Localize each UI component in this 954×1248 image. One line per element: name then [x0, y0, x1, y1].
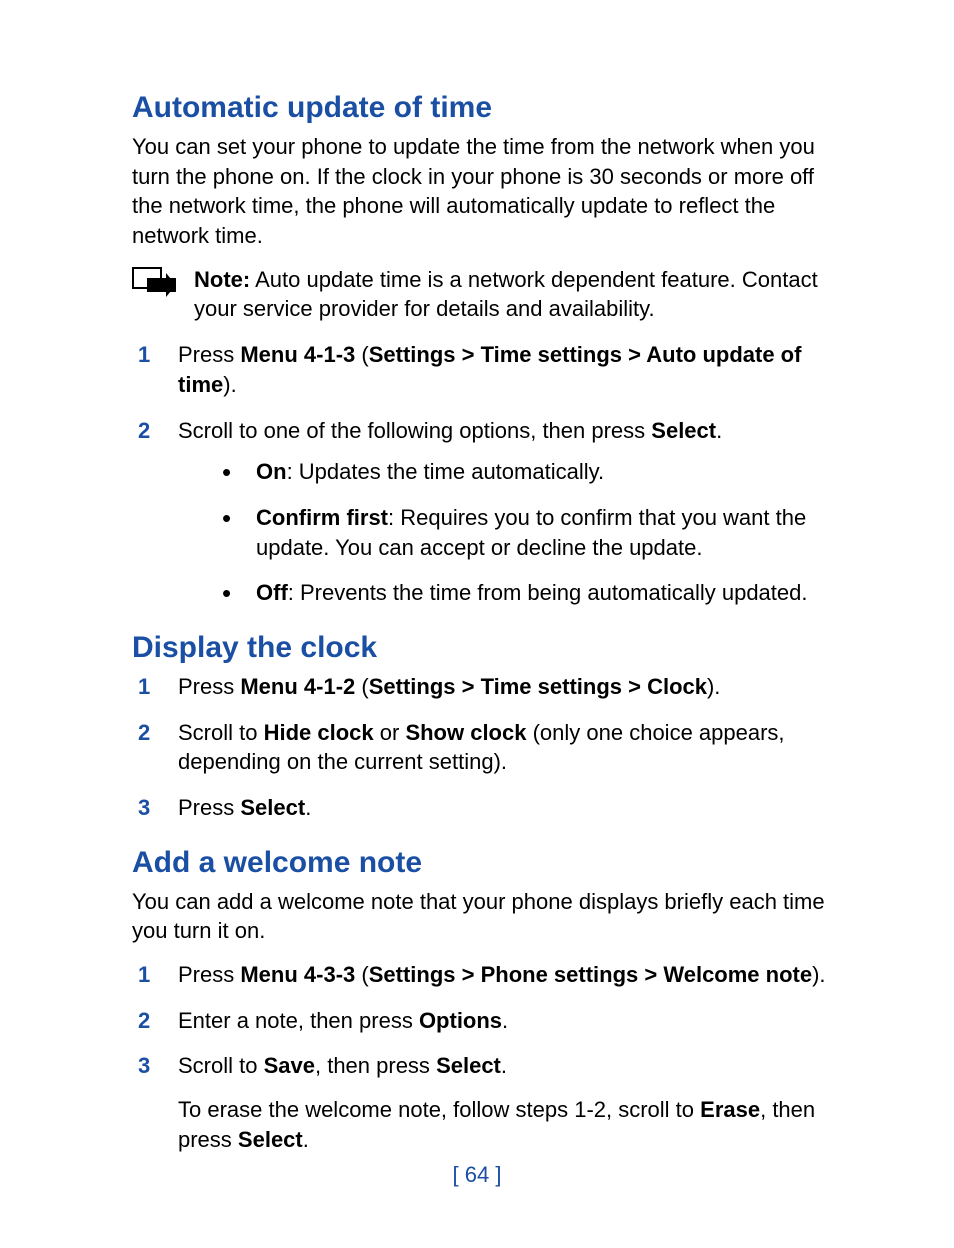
step-text: Scroll to [178, 720, 264, 745]
step-text: ( [355, 962, 368, 987]
note-block: Note: Auto update time is a network depe… [132, 265, 844, 324]
note-body: Auto update time is a network dependent … [194, 267, 818, 322]
step-bold: Show clock [405, 720, 526, 745]
step-number: 3 [138, 1051, 150, 1081]
step-text: ). [223, 372, 236, 397]
step-bold: Select [651, 418, 716, 443]
note-label: Note: [194, 267, 250, 292]
step-list: 1 Press Menu 4-3-3 (Settings > Phone set… [132, 960, 844, 1081]
step-text: Enter a note, then press [178, 1008, 419, 1033]
trail-bold: Erase [700, 1097, 760, 1122]
heading-display-clock: Display the clock [132, 630, 844, 666]
step-number: 3 [138, 793, 150, 823]
step-item: 2 Scroll to one of the following options… [132, 416, 844, 608]
trail-text: . [303, 1127, 309, 1152]
step-number: 1 [138, 960, 150, 990]
step-text: Press [178, 962, 240, 987]
step-item: 3 Scroll to Save, then press Select. [132, 1051, 844, 1081]
step-text: . [305, 795, 311, 820]
bullet-list: On: Updates the time automatically. Conf… [178, 457, 844, 608]
step-number: 1 [138, 340, 150, 370]
step-text: Scroll to one of the following options, … [178, 418, 651, 443]
trail-text: To erase the welcome note, follow steps … [178, 1097, 700, 1122]
step-bold: Menu 4-3-3 [240, 962, 355, 987]
step-text: ). [812, 962, 825, 987]
bullet-bold: Off [256, 580, 288, 605]
bullet-bold: Confirm first [256, 505, 388, 530]
step-text: Scroll to [178, 1053, 264, 1078]
step-text: . [501, 1053, 507, 1078]
heading-welcome-note: Add a welcome note [132, 845, 844, 881]
step-item: 2 Enter a note, then press Options. [132, 1006, 844, 1036]
step-text: Press [178, 795, 240, 820]
step-list: 1 Press Menu 4-1-3 (Settings > Time sett… [132, 340, 844, 608]
bullet-item: Off: Prevents the time from being automa… [222, 578, 844, 608]
step-number: 2 [138, 718, 150, 748]
step-bold: Settings > Time settings > Clock [369, 674, 707, 699]
bullet-text: : Updates the time automatically. [287, 459, 605, 484]
step-item: 2 Scroll to Hide clock or Show clock (on… [132, 718, 844, 777]
bullet-text: : Prevents the time from being automatic… [288, 580, 808, 605]
step-text: ( [355, 342, 368, 367]
page-number: [ 64 ] [0, 1162, 954, 1188]
step-bold: Select [436, 1053, 501, 1078]
body-text: You can add a welcome note that your pho… [132, 887, 844, 946]
trail-bold: Select [238, 1127, 303, 1152]
step-bold: Hide clock [264, 720, 374, 745]
step-bold: Options [419, 1008, 502, 1033]
note-icon [132, 267, 176, 302]
body-text: You can set your phone to update the tim… [132, 132, 844, 251]
bullet-item: Confirm first: Requires you to confirm t… [222, 503, 844, 562]
step-text: ( [355, 674, 368, 699]
heading-auto-update: Automatic update of time [132, 90, 844, 126]
step-number: 2 [138, 1006, 150, 1036]
step-text: Press [178, 674, 240, 699]
step-number: 1 [138, 672, 150, 702]
bullet-bold: On [256, 459, 287, 484]
step-text: , then press [315, 1053, 436, 1078]
step-bold: Select [240, 795, 305, 820]
step-item: 1 Press Menu 4-1-3 (Settings > Time sett… [132, 340, 844, 399]
step-bold: Menu 4-1-3 [240, 342, 355, 367]
step-text: . [716, 418, 722, 443]
step-bold: Menu 4-1-2 [240, 674, 355, 699]
step-text: . [502, 1008, 508, 1033]
step-bold: Settings > Phone settings > Welcome note [369, 962, 812, 987]
step-item: 1 Press Menu 4-3-3 (Settings > Phone set… [132, 960, 844, 990]
note-text: Note: Auto update time is a network depe… [194, 265, 844, 324]
trailing-note: To erase the welcome note, follow steps … [178, 1095, 844, 1154]
step-text: ). [707, 674, 720, 699]
step-number: 2 [138, 416, 150, 446]
step-text: or [374, 720, 406, 745]
step-item: 3 Press Select. [132, 793, 844, 823]
step-bold: Save [264, 1053, 315, 1078]
step-list: 1 Press Menu 4-1-2 (Settings > Time sett… [132, 672, 844, 823]
step-text: Press [178, 342, 240, 367]
document-page: Automatic update of time You can set you… [0, 0, 954, 1248]
step-item: 1 Press Menu 4-1-2 (Settings > Time sett… [132, 672, 844, 702]
bullet-item: On: Updates the time automatically. [222, 457, 844, 487]
